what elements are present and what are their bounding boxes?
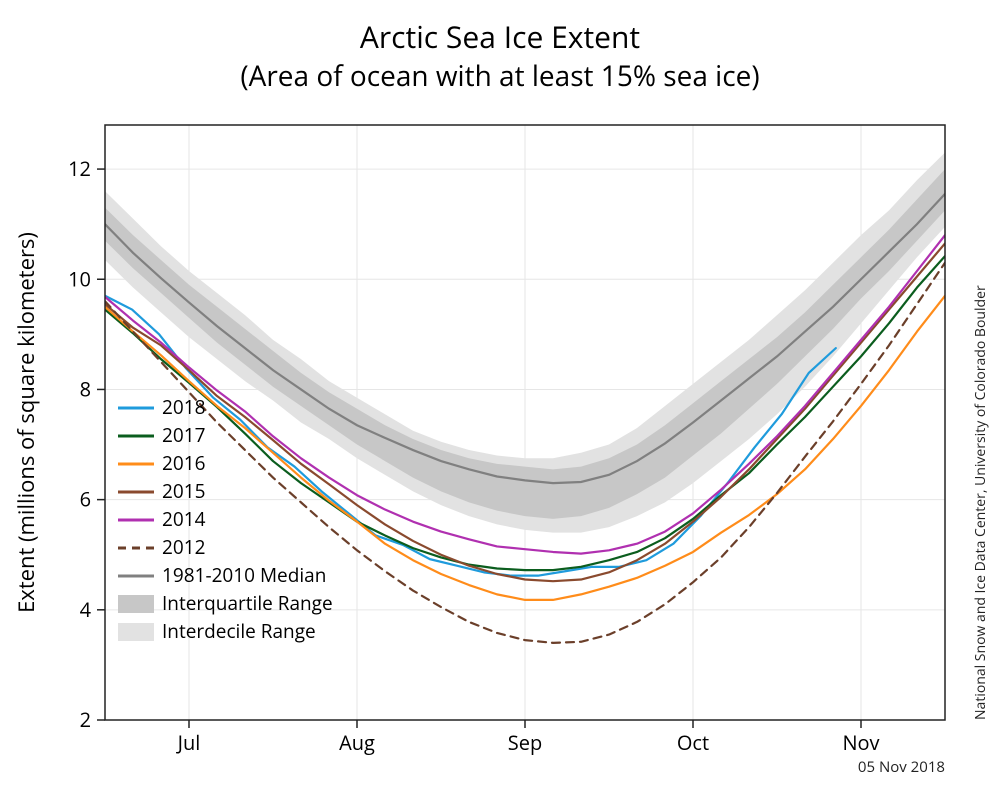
legend-label: 2012 [162,534,205,560]
credit-text: National Snow and Ice Data Center, Unive… [971,285,990,720]
x-tick-label: Oct [677,729,709,756]
legend-label: 2017 [162,422,205,448]
x-tick-label: Nov [842,729,879,756]
x-tick-label: Sep [508,729,542,756]
legend-label: Interquartile Range [162,590,333,616]
chart-container: { "chart": { "title": "Arctic Sea Ice Ex… [0,0,1000,800]
legend-label: 1981-2010 Median [162,562,326,588]
legend-label: Interdecile Range [162,618,316,644]
legend-label: 2016 [162,450,205,476]
legend-label: 2014 [162,506,206,532]
legend-swatch [118,623,154,641]
y-tick-label: 6 [80,486,91,513]
legend-swatch [118,595,154,613]
line-chart: 2 4 6 8 10 12 Jul Aug Sep Oct Nov Arctic Sea Ice Ex… [0,0,1000,800]
y-tick-label: 8 [80,375,91,402]
x-tick-label: Jul [176,729,201,756]
y-tick-label: 10 [68,265,91,292]
legend-label: 2015 [162,478,205,504]
chart-subtitle: (Area of ocean with at least 15% sea ice… [240,57,759,95]
date-stamp: 05 Nov 2018 [858,757,945,777]
y-tick-label: 4 [80,596,92,623]
legend-label: 2018 [162,394,205,420]
y-tick-label: 12 [68,155,91,182]
x-tick-label: Aug [339,729,375,756]
y-tick-label: 2 [80,706,91,733]
chart-title: Arctic Sea Ice Extent [360,16,640,57]
y-axis-label: Extent (millions of square kilometers) [11,232,41,613]
